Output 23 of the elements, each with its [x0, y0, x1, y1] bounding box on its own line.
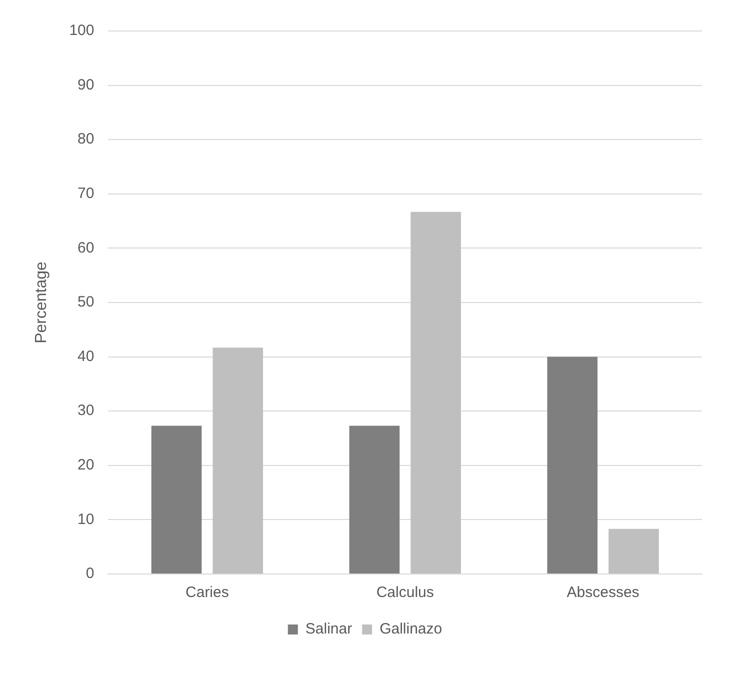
y-tick-label: 40: [78, 348, 94, 365]
y-tick-label: 20: [78, 456, 94, 474]
bar: [151, 426, 202, 574]
y-axis-title: Percentage: [33, 261, 50, 344]
y-tick-label: 90: [78, 76, 94, 94]
y-tick-label: 100: [69, 22, 94, 40]
y-tick-label: 80: [78, 130, 94, 148]
bar: [547, 356, 598, 574]
y-tick-label: 60: [78, 239, 94, 256]
x-tick-label: Calculus: [376, 584, 434, 602]
y-tick-label: 50: [78, 294, 94, 311]
legend-label: Gallinazo: [380, 620, 442, 638]
x-tick-label: Abscesses: [566, 584, 640, 602]
bar: [410, 212, 461, 574]
bar: [212, 348, 264, 574]
legend-label: Salinar: [305, 620, 352, 638]
y-tick-label: 70: [78, 185, 94, 202]
y-tick-label: 0: [86, 565, 94, 582]
x-tick-label: Caries: [186, 584, 229, 602]
bar: [349, 426, 400, 574]
bar: [608, 528, 659, 574]
y-tick-label: 30: [78, 402, 94, 420]
y-tick-label: 10: [78, 510, 94, 528]
